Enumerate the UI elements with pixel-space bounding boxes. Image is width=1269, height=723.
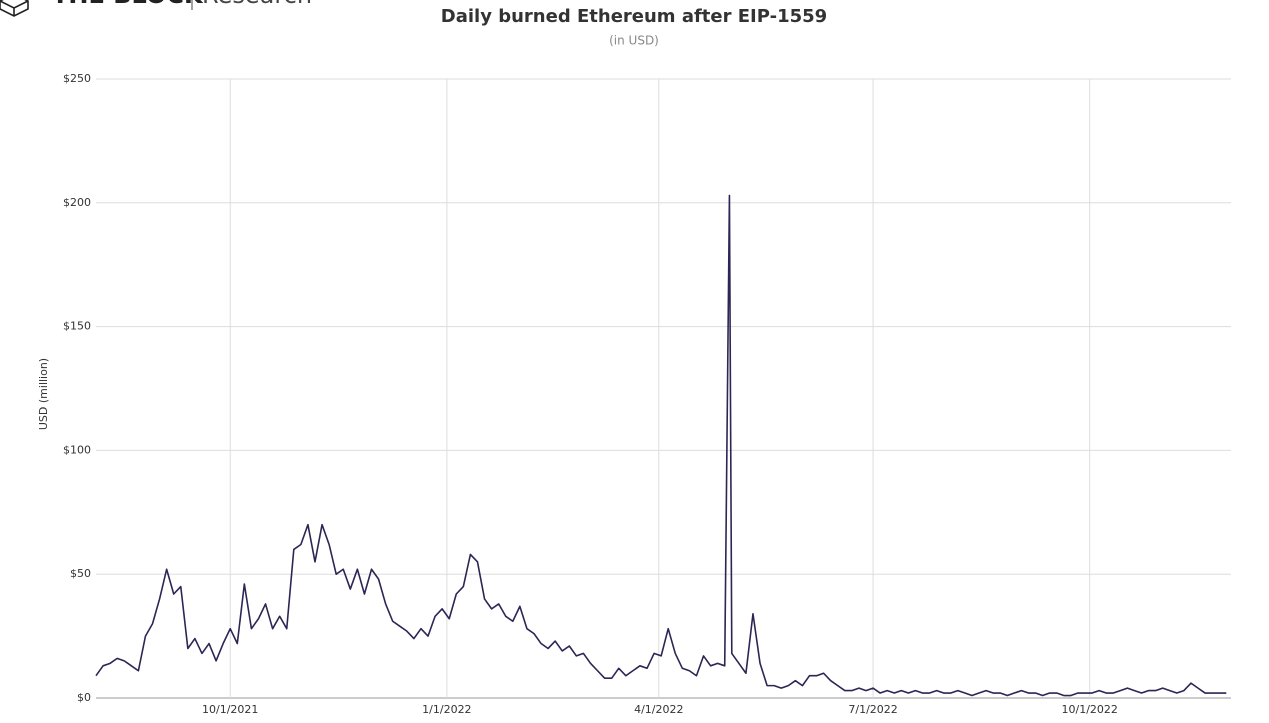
data-line xyxy=(95,194,1227,697)
logo: THE BLOCK Research xyxy=(0,0,312,17)
logo-name: THE BLOCK xyxy=(52,0,204,9)
x-tick-label: 1/1/2022 xyxy=(422,703,471,716)
x-tick-label: 10/1/2022 xyxy=(1062,703,1118,716)
chart-subtitle: (in USD) xyxy=(609,34,659,48)
chart-title: Daily burned Ethereum after EIP-1559 xyxy=(441,6,827,27)
x-tick-label: 4/1/2022 xyxy=(634,703,683,716)
y-tick-label: $250 xyxy=(63,72,91,85)
y-tick-label: $0 xyxy=(77,691,91,704)
x-tick-label: 10/1/2021 xyxy=(202,703,258,716)
y-tick-label: $200 xyxy=(63,196,91,209)
x-tick-label: 7/1/2022 xyxy=(848,703,897,716)
y-tick-label: $50 xyxy=(70,567,91,580)
y-axis-label: USD (million) xyxy=(37,358,50,430)
logo-icon xyxy=(0,0,29,17)
y-tick-label: $150 xyxy=(63,320,91,333)
logo-unit: Research xyxy=(202,0,312,9)
y-tick-label: $100 xyxy=(63,443,91,456)
